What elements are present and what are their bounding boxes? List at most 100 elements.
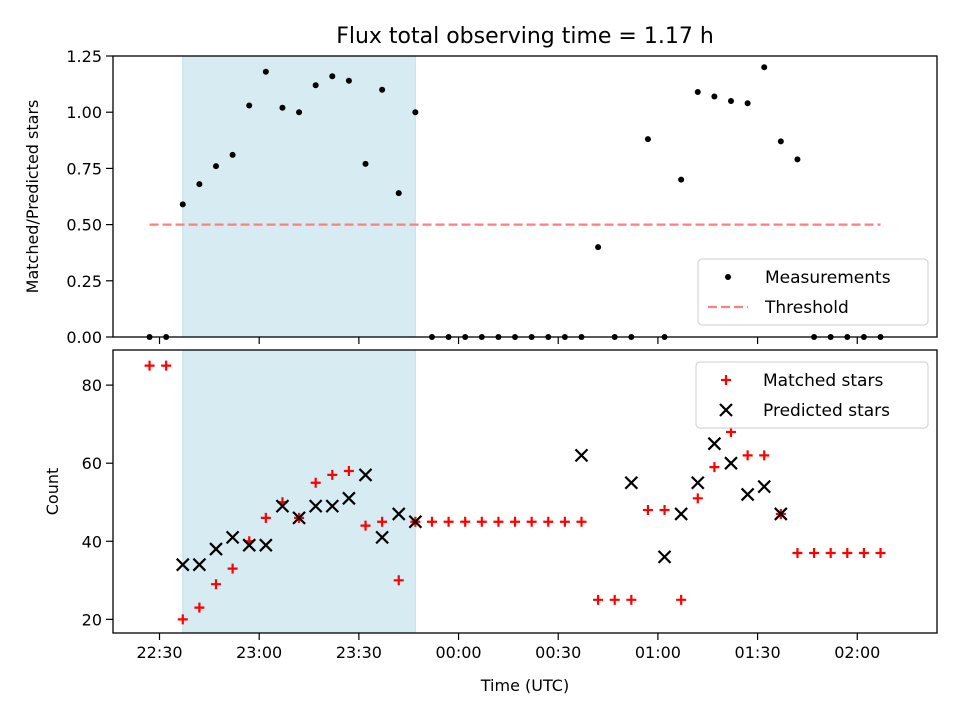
data-point <box>209 542 223 556</box>
data-point <box>395 190 402 197</box>
data-point <box>227 563 238 574</box>
y-axis: 20 40 60 80 <box>82 376 113 629</box>
data-point <box>345 77 352 84</box>
data-point <box>690 475 705 490</box>
legend-label: Matched stars <box>763 371 883 391</box>
data-point <box>175 557 190 572</box>
x-tick-label: 22:30 <box>136 643 182 662</box>
data-point <box>327 469 338 480</box>
data-point <box>476 516 487 527</box>
data-point <box>460 516 471 527</box>
data-point <box>393 575 404 586</box>
y-tick-label: 20 <box>82 610 102 629</box>
data-point <box>196 181 203 188</box>
y-tick-label: 1.25 <box>66 47 102 66</box>
x-tick-label: 00:30 <box>535 643 581 662</box>
data-point <box>692 493 703 504</box>
legend-marker <box>725 274 731 280</box>
data-point <box>296 109 303 116</box>
data-point <box>179 201 186 208</box>
data-point <box>259 538 273 552</box>
data-point <box>362 160 369 167</box>
bottom-panel: 20 40 60 80 22:30 23:00 23:30 00:00 00:30 01:00 01… <box>43 349 938 695</box>
data-point <box>576 516 587 527</box>
data-point <box>593 594 604 605</box>
series-measurements <box>146 64 884 340</box>
data-point <box>740 487 755 502</box>
data-point <box>192 557 207 572</box>
data-point <box>792 547 803 558</box>
data-point <box>674 507 688 521</box>
x-tick-label: 00:00 <box>435 643 481 662</box>
data-point <box>426 516 437 527</box>
data-point <box>694 88 701 95</box>
data-point <box>177 614 188 625</box>
y-axis-label: Count <box>43 468 62 516</box>
data-point <box>194 602 205 613</box>
data-point <box>360 520 371 531</box>
data-point <box>343 466 354 477</box>
data-point <box>526 516 537 527</box>
x-tick-label: 01:30 <box>735 643 781 662</box>
data-point <box>724 456 738 470</box>
top-panel: 0.00 0.25 0.50 0.75 1.00 1.25 Matched/Predicte… <box>23 47 938 347</box>
data-point <box>260 512 271 523</box>
data-point <box>759 450 770 461</box>
data-point <box>377 516 388 527</box>
data-point <box>342 491 356 506</box>
data-point <box>726 426 736 437</box>
axes-frame <box>112 55 938 338</box>
x-tick-label: 02:00 <box>834 643 880 662</box>
data-point <box>408 514 423 529</box>
series-predicted-stars <box>175 436 788 572</box>
data-point <box>559 516 570 527</box>
data-point <box>875 547 886 558</box>
data-point <box>774 507 788 521</box>
y-tick-label: 0.25 <box>66 272 102 291</box>
y-tick-label: 40 <box>82 532 102 551</box>
legend-label: Predicted stars <box>763 401 890 421</box>
data-point <box>412 109 419 116</box>
data-point <box>761 64 768 71</box>
y-tick-label: 0.50 <box>66 216 102 235</box>
data-point <box>709 462 720 473</box>
data-point <box>275 499 290 513</box>
data-point <box>161 360 172 371</box>
legend: Matched stars Predicted stars <box>695 361 929 429</box>
data-point <box>777 138 784 145</box>
data-point <box>510 516 521 527</box>
data-point <box>493 516 504 527</box>
data-point <box>144 360 155 371</box>
data-point <box>728 97 734 104</box>
data-point <box>543 516 554 527</box>
legend-marker <box>721 375 731 385</box>
x-axis-label: Time (UTC) <box>480 676 569 695</box>
data-point <box>242 538 257 552</box>
data-point <box>574 448 589 463</box>
data-point <box>375 530 389 545</box>
data-point <box>657 550 672 564</box>
data-point <box>229 151 236 158</box>
chart-title: Flux total observing time = 1.17 h <box>336 24 714 49</box>
data-point <box>262 68 269 75</box>
data-point <box>312 82 319 89</box>
legend-box <box>695 361 929 429</box>
x-tick-label: 23:30 <box>336 643 382 662</box>
data-point <box>626 594 637 605</box>
legend: Measurements Threshold <box>697 258 929 326</box>
data-point <box>644 136 651 143</box>
data-point <box>711 93 718 100</box>
legend-label: Threshold <box>764 298 849 318</box>
data-point <box>246 102 253 109</box>
data-point <box>676 594 687 605</box>
data-point <box>624 475 639 490</box>
data-point <box>308 499 323 513</box>
y-tick-label: 0.00 <box>66 328 102 347</box>
data-point <box>310 477 321 488</box>
data-point <box>279 104 286 111</box>
data-point <box>379 86 386 93</box>
data-point <box>358 468 373 482</box>
y-tick-label: 1.00 <box>66 103 102 122</box>
data-point <box>842 547 853 558</box>
data-point <box>794 156 801 163</box>
